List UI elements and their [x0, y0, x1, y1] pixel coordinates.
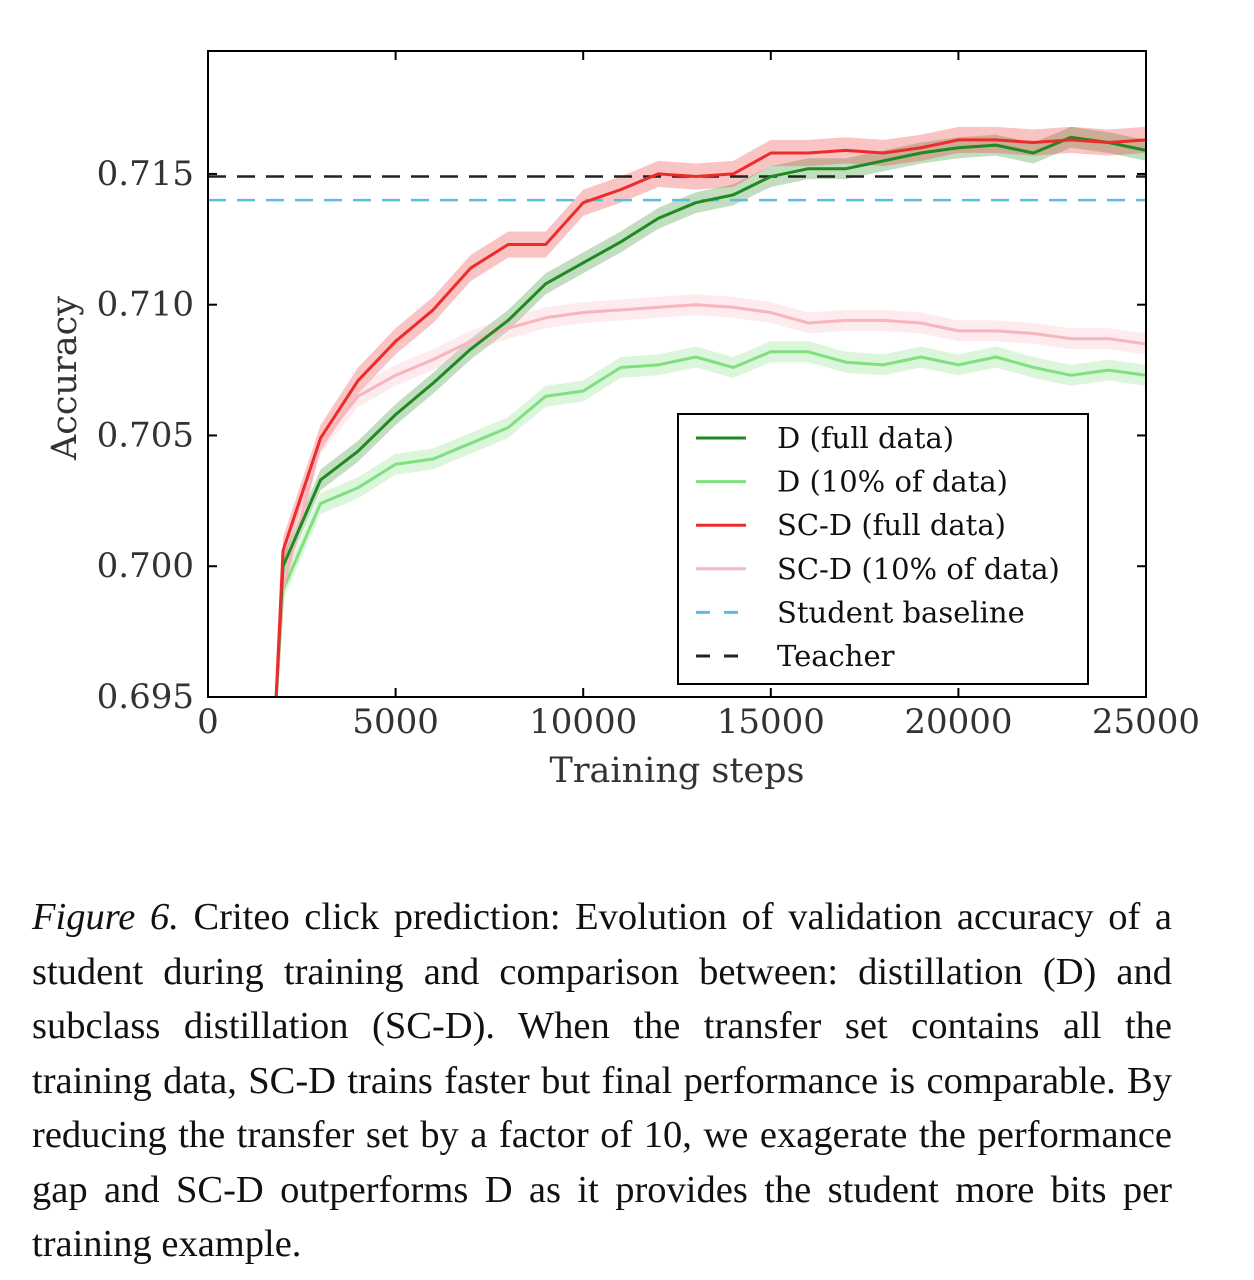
x-tick-label: 25000 — [1092, 702, 1200, 742]
y-tick-label: 0.715 — [97, 154, 194, 194]
y-tick-label: 0.695 — [97, 677, 194, 717]
x-tick-label: 0 — [197, 702, 219, 742]
band-sc-d-10-of-data — [275, 294, 1146, 697]
x-tick-label: 20000 — [904, 702, 1012, 742]
figure-caption: Figure 6. Criteo click prediction: Evolu… — [32, 890, 1172, 1272]
band-d-10-of-data — [275, 341, 1146, 697]
line-d-full-data — [274, 135, 1146, 697]
axis-ticks — [207, 51, 1147, 698]
plot-frame — [207, 50, 1147, 698]
caption-text: Criteo click prediction: Evolution of va… — [32, 896, 1173, 1265]
legend-box — [677, 413, 1089, 685]
series-lines — [208, 135, 1146, 697]
y-tick-label: 0.710 — [97, 285, 194, 325]
legend-label-student-baseline: Student baseline — [777, 595, 1025, 629]
x-axis-title: Training steps — [549, 751, 804, 791]
legend-label-teacher: Teacher — [777, 639, 895, 673]
accuracy-chart: 0 5000 10000 15000 20000 25000 0.695 0.700 0.705… — [45, 50, 1200, 791]
caption-label: Figure 6. — [32, 896, 179, 938]
x-tick-label: 5000 — [352, 702, 439, 742]
y-tick-label: 0.700 — [97, 546, 194, 586]
tick-labels: 0 5000 10000 15000 20000 25000 0.695 0.700 0.705… — [97, 154, 1200, 742]
line-sc-d-10-of-data — [274, 303, 1146, 697]
legend-label-d-full-data: D (full data) — [777, 421, 954, 455]
legend-label-sc-d-10-of-data: SC-D (10% of data) — [777, 552, 1060, 586]
confidence-bands — [275, 126, 1146, 697]
x-tick-label: 10000 — [529, 702, 637, 742]
y-tick-label: 0.705 — [97, 415, 194, 455]
line-d-10-of-data — [274, 350, 1146, 697]
y-axis-title: Accuracy — [45, 296, 85, 461]
legend-label-sc-d-full-data: SC-D (full data) — [777, 508, 1006, 542]
x-tick-label: 15000 — [717, 702, 825, 742]
line-sc-d-full-data — [274, 138, 1146, 697]
legend: D (full data) D (10% of data) SC-D (full d… — [677, 413, 1089, 685]
legend-label-d-10-of-data: D (10% of data) — [777, 465, 1008, 499]
